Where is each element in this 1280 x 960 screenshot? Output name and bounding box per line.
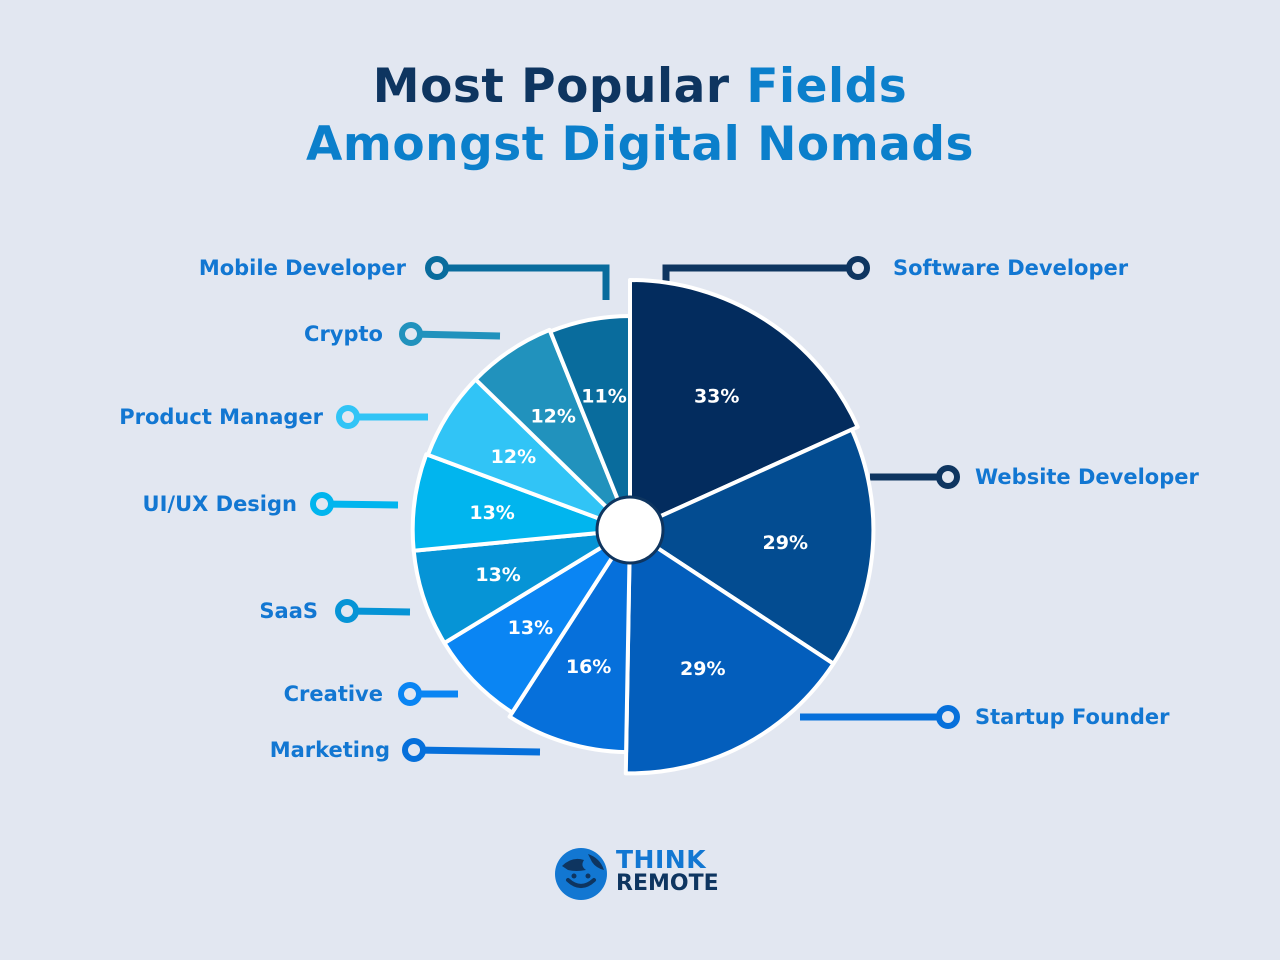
slice-mobile-developer: [548, 314, 632, 532]
leader-line-ui-ux-design: [321, 500, 399, 509]
slice-website-developer: [628, 427, 876, 666]
leader-knob-startup-founder: [936, 705, 960, 729]
leader-knob-website-developer: [936, 465, 960, 489]
title-line2: Amongst Digital Nomads: [305, 117, 974, 172]
leader-knob-crypto: [399, 322, 423, 346]
pie-slices: [410, 278, 876, 776]
category-label-creative: Creative: [284, 682, 383, 706]
leader-knob-software-developer: [846, 256, 870, 280]
leader-line-mobile-developer: [437, 264, 610, 300]
value-label-crypto: 12%: [530, 405, 575, 427]
think-remote-logo: THINK REMOTE: [554, 846, 734, 902]
leader-knob-product-manager: [336, 405, 360, 429]
value-label-mobile-developer: 11%: [581, 386, 626, 408]
globe-icon: [555, 848, 607, 900]
leader-line-crypto: [410, 330, 501, 340]
value-label-startup-founder: 29%: [680, 658, 725, 680]
category-label-website-developer: Website Developer: [975, 465, 1199, 489]
category-labels: Software Developer Website Developer Start…: [119, 256, 1199, 762]
value-label-marketing: 16%: [566, 656, 611, 678]
slice-marketing: [507, 528, 632, 755]
value-label-ui-ux-design: 13%: [469, 502, 514, 524]
value-label-software-developer: 33%: [694, 386, 739, 408]
leader-lines: [310, 256, 960, 762]
value-labels: 33% 29% 29% 16% 13% 13% 13% 12% 12% 11%: [469, 386, 808, 680]
leader-knob-saas: [335, 599, 359, 623]
leader-line-marketing: [413, 746, 541, 756]
logo-text: THINK REMOTE: [616, 845, 719, 896]
logo-line1: THINK: [616, 845, 707, 874]
leader-knob-marketing: [402, 738, 426, 762]
value-label-saas: 13%: [475, 564, 520, 586]
slice-startup-founder: [623, 528, 836, 776]
category-label-software-developer: Software Developer: [893, 256, 1129, 280]
value-label-website-developer: 29%: [763, 532, 808, 554]
value-label-product-manager: 12%: [491, 446, 536, 468]
leader-knob-creative: [398, 682, 422, 706]
category-label-startup-founder: Startup Founder: [975, 705, 1170, 729]
title-line1-blue: Fields: [746, 59, 908, 114]
category-label-saas: SaaS: [259, 599, 318, 623]
title-line1-dark: Most Popular: [372, 59, 747, 114]
logo-line2: REMOTE: [616, 871, 719, 896]
chart-title: Most Popular Fields Amongst Digital Noma…: [0, 58, 1280, 174]
value-label-creative: 13%: [508, 617, 553, 639]
category-label-product-manager: Product Manager: [119, 405, 323, 429]
donut-hole: [595, 495, 665, 565]
category-label-ui-ux-design: UI/UX Design: [143, 492, 297, 516]
leader-knob-mobile-developer: [425, 256, 449, 280]
leader-knob-ui-ux-design: [310, 492, 334, 516]
category-label-marketing: Marketing: [270, 738, 390, 762]
slice-software-developer: [628, 278, 860, 532]
category-label-mobile-developer: Mobile Developer: [199, 256, 407, 280]
category-label-crypto: Crypto: [304, 322, 383, 346]
